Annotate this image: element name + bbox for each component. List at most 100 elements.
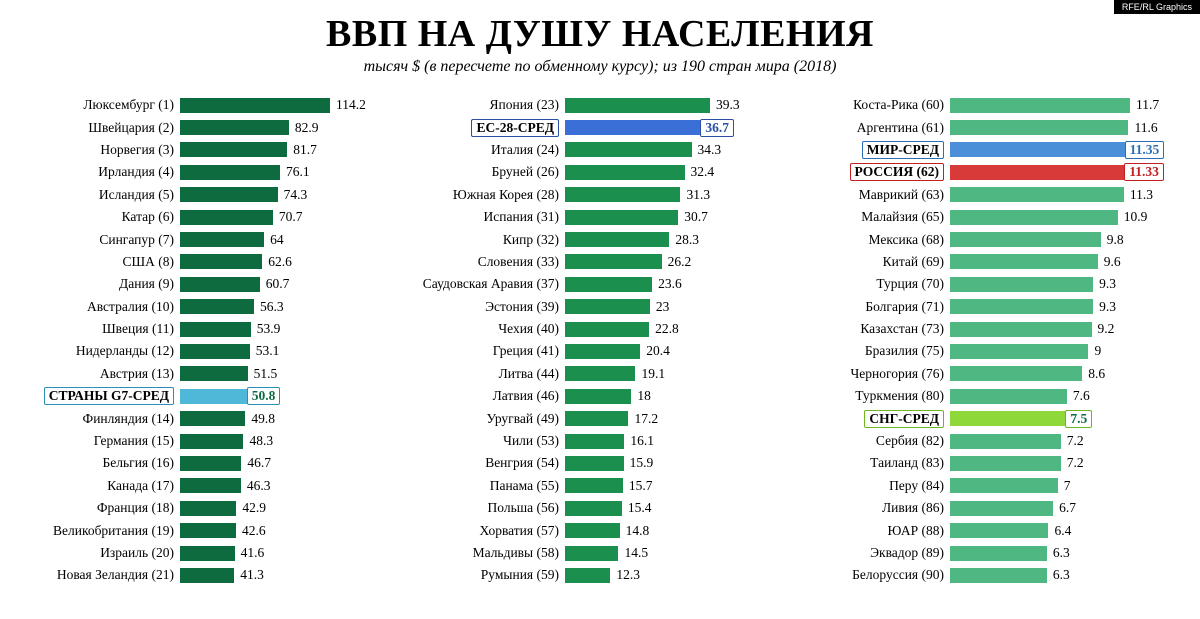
bar-row: Швеция (11)53.9 <box>30 318 400 340</box>
country-label: Финляндия (14) <box>30 411 180 427</box>
value-label-highlight: 11.33 <box>1124 163 1164 181</box>
bar-area: 15.4 <box>565 497 785 519</box>
value-label: 18 <box>631 388 651 404</box>
value-label: 60.7 <box>260 276 290 292</box>
value-label: 23.6 <box>652 276 682 292</box>
bar-row: Саудовская Аравия (37)23.6 <box>415 273 785 295</box>
value-label: 6.7 <box>1053 500 1076 516</box>
country-label: Белоруссия (90) <box>800 567 950 583</box>
bar <box>950 142 1125 157</box>
bar <box>565 232 669 247</box>
value-label-highlight: 11.35 <box>1125 141 1165 159</box>
bar <box>565 411 628 426</box>
bar-area: 62.6 <box>180 251 400 273</box>
bar-row: Норвегия (3)81.7 <box>30 139 400 161</box>
value-label: 6.3 <box>1047 567 1070 583</box>
bar-area: 14.8 <box>565 519 785 541</box>
bar <box>565 366 635 381</box>
bar-row: Канада (17)46.3 <box>30 475 400 497</box>
bar <box>180 232 264 247</box>
bar-area: 11.35 <box>950 139 1170 161</box>
country-label: Уругвай (49) <box>415 411 565 427</box>
bar-row: Коста-Рика (60) 11.7 <box>800 94 1170 116</box>
bar-area: 16.1 <box>565 430 785 452</box>
country-label: Франция (18) <box>30 500 180 516</box>
bar-row: Литва (44)19.1 <box>415 363 785 385</box>
bar-row: СТРАНЫ G7-СРЕД 50.8 <box>30 385 400 407</box>
bar-row: Панама (55)15.7 <box>415 475 785 497</box>
bar <box>565 478 623 493</box>
value-label: 7.2 <box>1061 455 1084 471</box>
value-label: 26.2 <box>662 254 692 270</box>
bar-row: ЮАР (88)6.4 <box>800 519 1170 541</box>
bar-area: 11.6 <box>950 116 1170 138</box>
country-label: Австралия (10) <box>30 299 180 315</box>
bar-area: 31.3 <box>565 184 785 206</box>
value-label: 9.2 <box>1092 321 1115 337</box>
country-label: Латвия (46) <box>415 388 565 404</box>
value-label: 12.3 <box>610 567 640 583</box>
country-label: Бельгия (16) <box>30 455 180 471</box>
country-label: Испания (31) <box>415 209 565 225</box>
country-label: Китай (69) <box>800 254 950 270</box>
bar <box>565 210 678 225</box>
bar <box>950 254 1098 269</box>
country-label: Хорватия (57) <box>415 523 565 539</box>
value-label: 31.3 <box>680 187 710 203</box>
value-label: 9.8 <box>1101 232 1124 248</box>
bar-area: 32.4 <box>565 161 785 183</box>
country-label: Нидерланды (12) <box>30 343 180 359</box>
value-label: 20.4 <box>640 343 670 359</box>
country-label: Германия (15) <box>30 433 180 449</box>
chart-column: Коста-Рика (60)11.7Аргентина (61)11.6МИР… <box>800 94 1170 587</box>
bar <box>950 165 1124 180</box>
bar-area: 46.7 <box>180 452 400 474</box>
country-label: Польша (56) <box>415 500 565 516</box>
bar <box>180 142 287 157</box>
country-label: Япония (23) <box>415 97 565 113</box>
bar-area: 18 <box>565 385 785 407</box>
bar-row: Чили (53)16.1 <box>415 430 785 452</box>
country-label: Австрия (13) <box>30 366 180 382</box>
value-label: 22.8 <box>649 321 679 337</box>
country-label: Мальдивы (58) <box>415 545 565 561</box>
bar-area: 9.3 <box>950 296 1170 318</box>
bar-row: Италия (24)34.3 <box>415 139 785 161</box>
value-label: 10.9 <box>1118 209 1148 225</box>
country-label-highlight: МИР-СРЕД <box>862 141 944 159</box>
country-label-highlight: СТРАНЫ G7-СРЕД <box>44 387 174 405</box>
country-label: Дания (9) <box>30 276 180 292</box>
bar-area: 11.33 <box>950 161 1170 183</box>
bar-row: Перу (84)7 <box>800 475 1170 497</box>
country-label: Черногория (76) <box>800 366 950 382</box>
country-label: Мексика (68) <box>800 232 950 248</box>
bar <box>180 98 330 113</box>
bar-area: 6.3 <box>950 542 1170 564</box>
bar-area: 53.9 <box>180 318 400 340</box>
country-label: Эквадор (89) <box>800 545 950 561</box>
bar-row: СНГ-СРЕД7.5 <box>800 407 1170 429</box>
country-label: Греция (41) <box>415 343 565 359</box>
bar-row: Туркмения (80)7.6 <box>800 385 1170 407</box>
value-label: 7 <box>1058 478 1071 494</box>
value-label: 11.7 <box>1130 97 1159 113</box>
value-label: 30.7 <box>678 209 708 225</box>
bar-area: 39.3 <box>565 94 785 116</box>
bar <box>950 456 1061 471</box>
bar-area: 60.7 <box>180 273 400 295</box>
bar-area: 15.9 <box>565 452 785 474</box>
bar-area: 14.5 <box>565 542 785 564</box>
bar <box>565 456 624 471</box>
bar-row: Южная Корея (28)31.3 <box>415 184 785 206</box>
country-label: Венгрия (54) <box>415 455 565 471</box>
bar <box>565 546 618 561</box>
country-label: Коста-Рика (60) <box>800 97 950 113</box>
bar-row: Таиланд (83)7.2 <box>800 452 1170 474</box>
country-label: Румыния (59) <box>415 567 565 583</box>
value-label: 15.4 <box>622 500 652 516</box>
value-label: 70.7 <box>273 209 303 225</box>
bar-area: 50.8 <box>180 385 400 407</box>
value-label: 34.3 <box>692 142 722 158</box>
bar-area: 23 <box>565 296 785 318</box>
bar <box>180 254 262 269</box>
